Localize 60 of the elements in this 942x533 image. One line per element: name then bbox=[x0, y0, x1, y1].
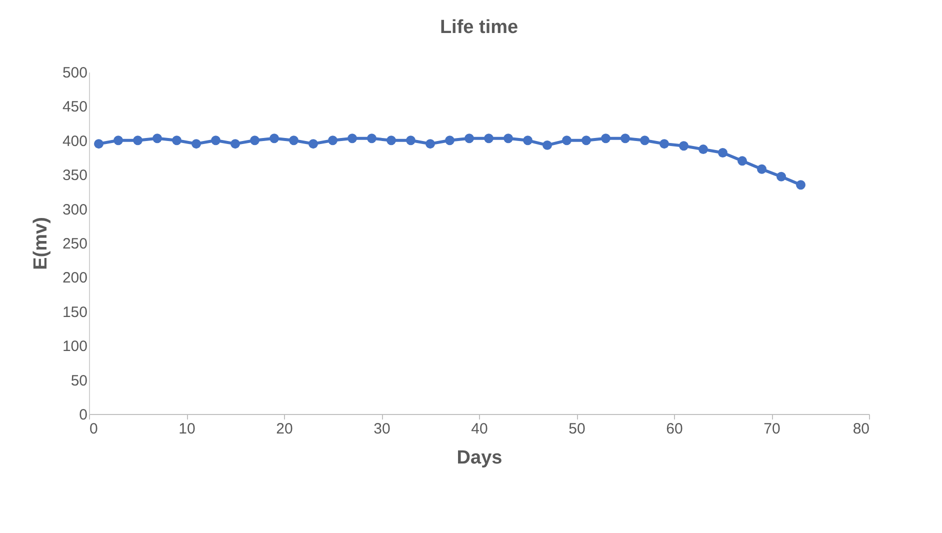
y-tick-label: 500 bbox=[62, 64, 88, 82]
y-tick-label: 250 bbox=[62, 236, 88, 252]
x-tick-label: 60 bbox=[666, 420, 683, 438]
x-tick-label: 20 bbox=[276, 420, 293, 438]
point bbox=[796, 180, 806, 190]
point bbox=[718, 148, 728, 158]
point bbox=[445, 136, 454, 146]
y-tick-label: 50 bbox=[70, 372, 88, 390]
point bbox=[192, 139, 201, 149]
point bbox=[367, 134, 376, 144]
point bbox=[406, 136, 416, 146]
point bbox=[133, 136, 142, 146]
point bbox=[114, 136, 123, 146]
point bbox=[523, 136, 532, 146]
point bbox=[211, 136, 220, 146]
y-axis-title: E(mv) bbox=[30, 217, 52, 270]
y-tick-label: 150 bbox=[62, 304, 88, 321]
point bbox=[308, 139, 318, 149]
point bbox=[172, 136, 182, 146]
point bbox=[386, 136, 396, 146]
point bbox=[426, 139, 435, 149]
point bbox=[660, 139, 669, 149]
point bbox=[640, 136, 650, 146]
y-tick-label: 200 bbox=[62, 270, 88, 287]
y-tick-label: 0 bbox=[79, 406, 88, 424]
x-tick-label: 30 bbox=[374, 420, 390, 438]
y-tick-label: 400 bbox=[62, 132, 88, 150]
point bbox=[542, 140, 552, 150]
point bbox=[484, 134, 494, 144]
point bbox=[698, 144, 708, 154]
y-tick-label: 300 bbox=[62, 201, 88, 218]
x-axis-title: Days bbox=[456, 448, 502, 468]
point bbox=[152, 134, 162, 144]
point bbox=[464, 134, 474, 144]
y-tick-label: 350 bbox=[62, 167, 88, 184]
x-tick-label: 40 bbox=[471, 420, 488, 438]
x-tick-label: 0 bbox=[90, 420, 98, 438]
y-tick-label: 450 bbox=[62, 98, 88, 116]
point bbox=[738, 156, 747, 166]
point bbox=[757, 164, 766, 174]
point bbox=[620, 134, 630, 144]
point bbox=[289, 136, 298, 146]
x-tick-label: 10 bbox=[178, 420, 196, 438]
point bbox=[94, 139, 104, 149]
point bbox=[250, 136, 260, 146]
point bbox=[776, 172, 786, 182]
point bbox=[562, 136, 572, 146]
x-tick-label: 80 bbox=[852, 420, 870, 438]
point bbox=[504, 134, 513, 144]
point bbox=[679, 141, 688, 151]
point bbox=[348, 134, 357, 144]
chart-title: Life time bbox=[440, 17, 518, 38]
point bbox=[601, 134, 610, 144]
point bbox=[230, 139, 240, 149]
y-tick-label: 100 bbox=[62, 338, 88, 356]
point bbox=[270, 134, 279, 144]
point bbox=[328, 136, 338, 146]
point bbox=[582, 136, 591, 146]
x-tick-label: 70 bbox=[764, 420, 780, 438]
x-tick-label: 50 bbox=[568, 420, 586, 438]
